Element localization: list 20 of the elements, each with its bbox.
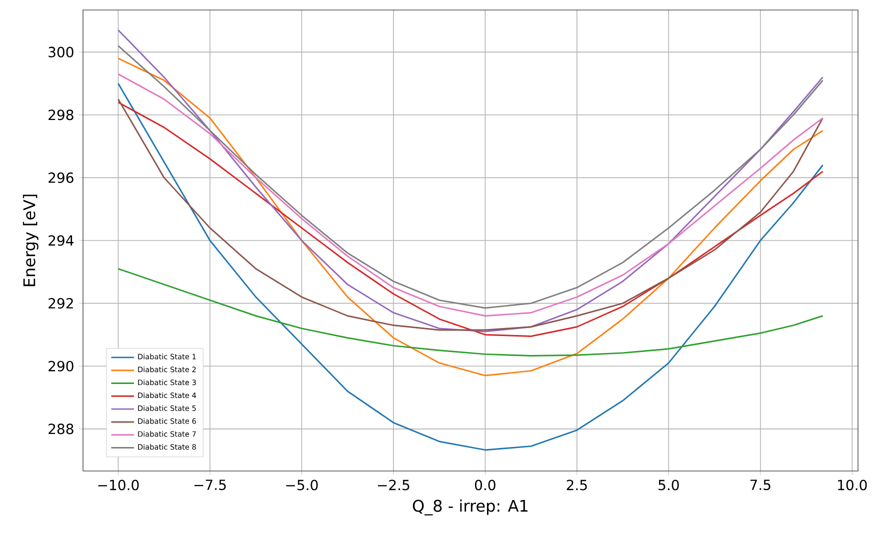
y-tick-label: 290 <box>48 360 74 372</box>
y-tick-label: 298 <box>48 110 74 120</box>
x-tick-label: 0.0 <box>474 480 496 490</box>
y-tick-label: 300 <box>48 46 74 58</box>
x-tick-label: 5.0 <box>658 480 679 490</box>
line-series <box>117 58 824 376</box>
y-tick-label: 294 <box>48 235 74 246</box>
x-tick-label: −2.5 <box>378 480 410 490</box>
y-tick-label: 288 <box>48 424 74 434</box>
x-tick-label: 7.5 <box>750 480 770 490</box>
x-tick-label: 10.0 <box>838 480 867 490</box>
y-tick-label: 292 <box>48 298 73 309</box>
y-axis-title: Energy [eV] <box>22 194 38 286</box>
y-tick-label: 296 <box>48 172 74 183</box>
x-tick-label: −5.0 <box>286 480 318 490</box>
x-tick-label: 2.5 <box>566 480 587 490</box>
x-tick-label: −7.5 <box>194 480 226 490</box>
line-series <box>117 82 824 451</box>
x-tick-label: −10.0 <box>98 480 139 490</box>
x-axis-title: Q_8 - irrep: A1 <box>412 499 528 516</box>
